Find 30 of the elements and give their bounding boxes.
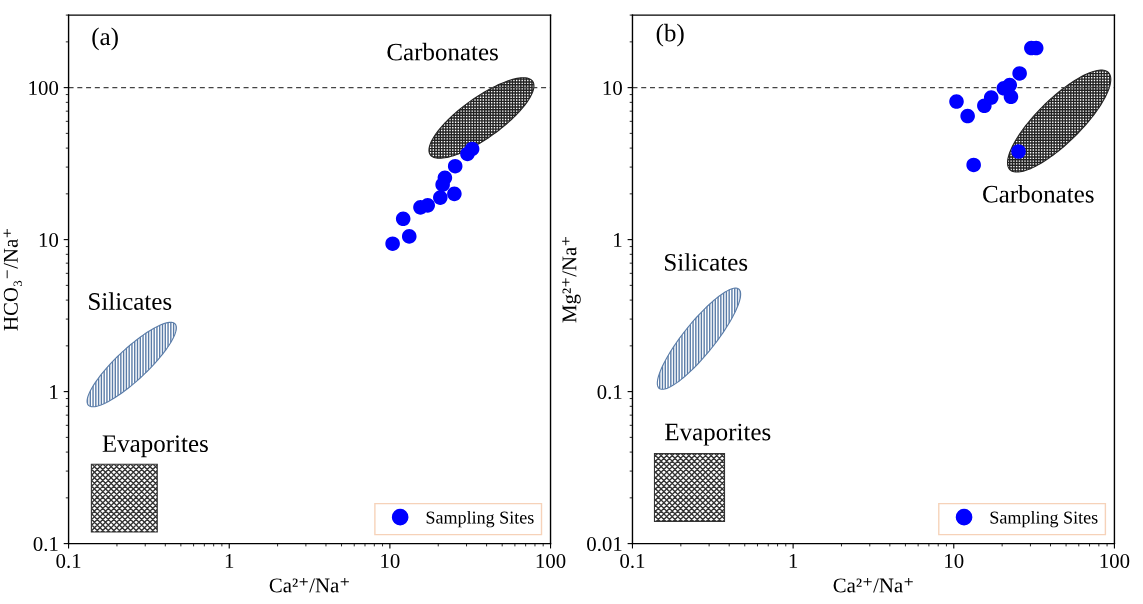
x-tick-label: 0.1 [620, 553, 645, 569]
legend-label: Sampling Sites [426, 510, 534, 528]
annotation: (b) [656, 23, 684, 47]
x-tick-label: 10 [945, 553, 964, 568]
y-axis-title: Mg²⁺/Na⁺ [562, 237, 581, 323]
x-axis-title: Ca²⁺/Na⁺ [833, 578, 913, 593]
x-axis-title: Ca²⁺/Na⁺ [269, 578, 349, 593]
y-tick-label: 100 [29, 80, 59, 96]
y-tick-label: 1 [614, 233, 622, 247]
y-tick-label: 10 [603, 80, 622, 96]
x-tick-label: 1 [225, 554, 234, 568]
annotation: Evaporites [102, 435, 208, 458]
legend-label: Sampling Sites [990, 510, 1098, 528]
x-tick-label: 1 [789, 554, 798, 568]
annotation: (a) [92, 27, 118, 51]
y-tick-label: 0.1 [33, 536, 58, 552]
y-axis-title: HCO₃⁻/Na⁺ [3, 229, 22, 331]
annotation: Carbonates [983, 185, 1094, 203]
annotation: Silicates [89, 292, 172, 310]
x-tick-label: 100 [536, 553, 566, 568]
x-tick-label: 10 [381, 553, 400, 568]
y-tick-label: 0.1 [597, 384, 622, 400]
annotation: Evaporites [665, 423, 771, 446]
x-tick-label: 100 [1100, 553, 1130, 568]
y-tick-label: 0.01 [587, 536, 622, 552]
y-tick-label: 1 [50, 385, 58, 399]
annotation: Silicates [665, 253, 748, 271]
x-tick-label: 0.1 [56, 553, 81, 569]
annotation: Carbonates [387, 42, 498, 61]
y-tick-label: 10 [39, 232, 59, 248]
